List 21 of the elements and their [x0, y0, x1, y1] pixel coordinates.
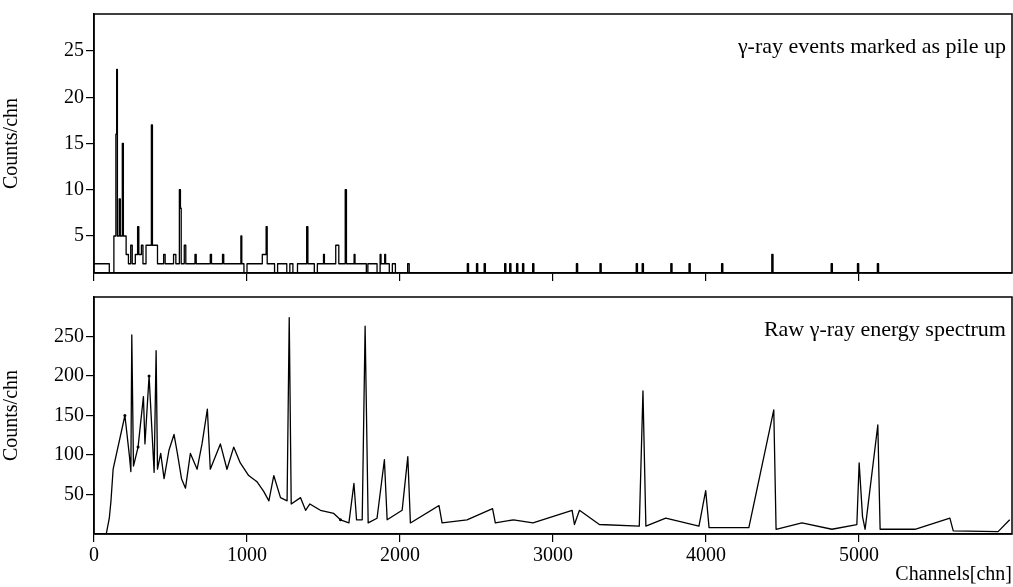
x-axis-title: Channels[chn]	[895, 562, 1012, 585]
y-tick-label: 250	[54, 323, 84, 346]
x-tick-label: 4000	[686, 543, 726, 566]
y-tick-label: 25	[64, 38, 84, 61]
y-tick-label: 150	[54, 402, 84, 425]
y-tick-label: 20	[64, 84, 84, 107]
x-tick-label: 3000	[533, 543, 573, 566]
y-axis-title: Counts/chn	[0, 369, 22, 462]
x-tick-label: 2000	[380, 543, 420, 566]
y-tick-label: 5	[74, 223, 84, 246]
annotation: Raw γ-ray energy spectrum	[763, 315, 1006, 341]
x-tick-label: 5000	[839, 543, 879, 566]
y-tick-label: 200	[54, 363, 84, 386]
y-tick-label: 10	[64, 177, 84, 199]
y-tick-label: 50	[64, 481, 84, 504]
x-tick-label: 0	[89, 543, 99, 566]
y-tick-label: 15	[64, 130, 84, 153]
y-axis-title: Counts/chn	[0, 97, 22, 190]
x-tick-label: 1000	[227, 543, 267, 566]
annotation: γ-ray events marked as pile up	[736, 32, 1006, 58]
y-tick-label: 100	[54, 442, 84, 465]
